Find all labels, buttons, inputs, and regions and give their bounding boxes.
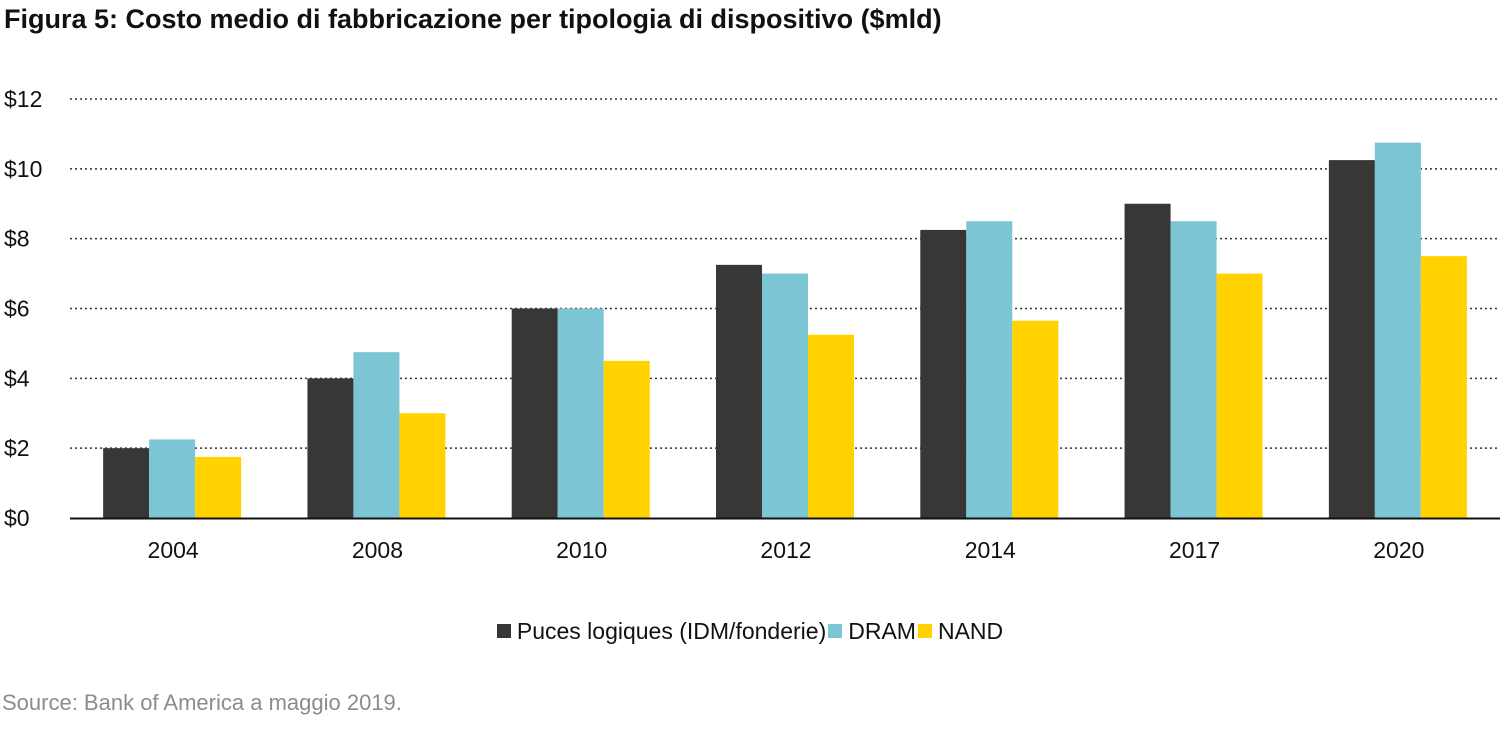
bar-chart: $0 $2 $4 $6 $8 $10 $12 2004 2008 2010 2012 2014 201… [4,86,1500,563]
bar-nand-2012 [808,334,854,518]
bar-puces-2008 [307,378,354,518]
legend-item: DRAM [828,618,916,645]
source-note: Source: Bank of America a maggio 2019. [2,690,402,715]
legend-swatch [496,624,511,638]
bar-puces-2004 [103,448,150,518]
legend-label: NAND [937,617,1004,644]
x-tick-label: 2020 [1373,537,1424,563]
bar-dram-2010 [557,308,604,518]
x-tick-label: 2004 [148,537,199,563]
bar-nand-2010 [603,360,650,518]
y-tick-label: $12 [4,86,42,112]
legend-label: DRAM [848,617,916,644]
bar-puces-2010 [511,308,558,518]
y-tick-label: $4 [4,365,30,391]
bar-nand-2020 [1420,256,1467,518]
chart-title: Figura 5: Costo medio di fabbricazione p… [4,4,942,34]
legend-item: Puces logiques (IDM/fonderie) [496,617,827,645]
y-tick-label: $6 [4,296,30,322]
bar-puces-2012 [716,264,762,518]
bar-dram-2004 [149,439,196,518]
bar-dram-2008 [353,352,400,518]
legend-swatch [828,624,843,638]
bars [103,142,1467,519]
bar-puces-2020 [1328,160,1375,518]
y-axis-ticks: $0 $2 $4 $6 $8 $10 $12 [4,86,42,531]
bar-dram-2014 [966,221,1013,519]
x-tick-label: 2017 [1169,537,1220,563]
bar-nand-2008 [399,413,446,518]
x-tick-label: 2014 [965,537,1016,563]
legend-item: NAND [917,617,1004,645]
legend-swatch [917,624,932,638]
x-tick-label: 2010 [556,537,607,563]
x-axis-ticks: 2004 2008 2010 2012 2014 2017 2020 [148,537,1425,563]
bar-puces-2017 [1124,203,1171,518]
bar-dram-2017 [1170,221,1217,519]
bar-dram-2012 [762,273,808,518]
bar-nand-2014 [1012,320,1059,518]
bar-nand-2004 [195,456,242,518]
y-tick-label: $8 [4,226,30,252]
y-tick-label: $2 [4,435,30,461]
legend: Puces logiques (IDM/fonderie) DRAM NAND [0,617,1500,645]
x-tick-label: 2012 [760,537,811,563]
y-tick-label: $10 [4,156,42,182]
bar-nand-2017 [1216,273,1263,518]
x-tick-label: 2008 [352,537,403,563]
bar-dram-2020 [1374,142,1421,519]
legend-label: Puces logiques (IDM/fonderie) [516,617,827,644]
bar-puces-2014 [920,229,967,518]
y-tick-label: $0 [4,505,30,531]
